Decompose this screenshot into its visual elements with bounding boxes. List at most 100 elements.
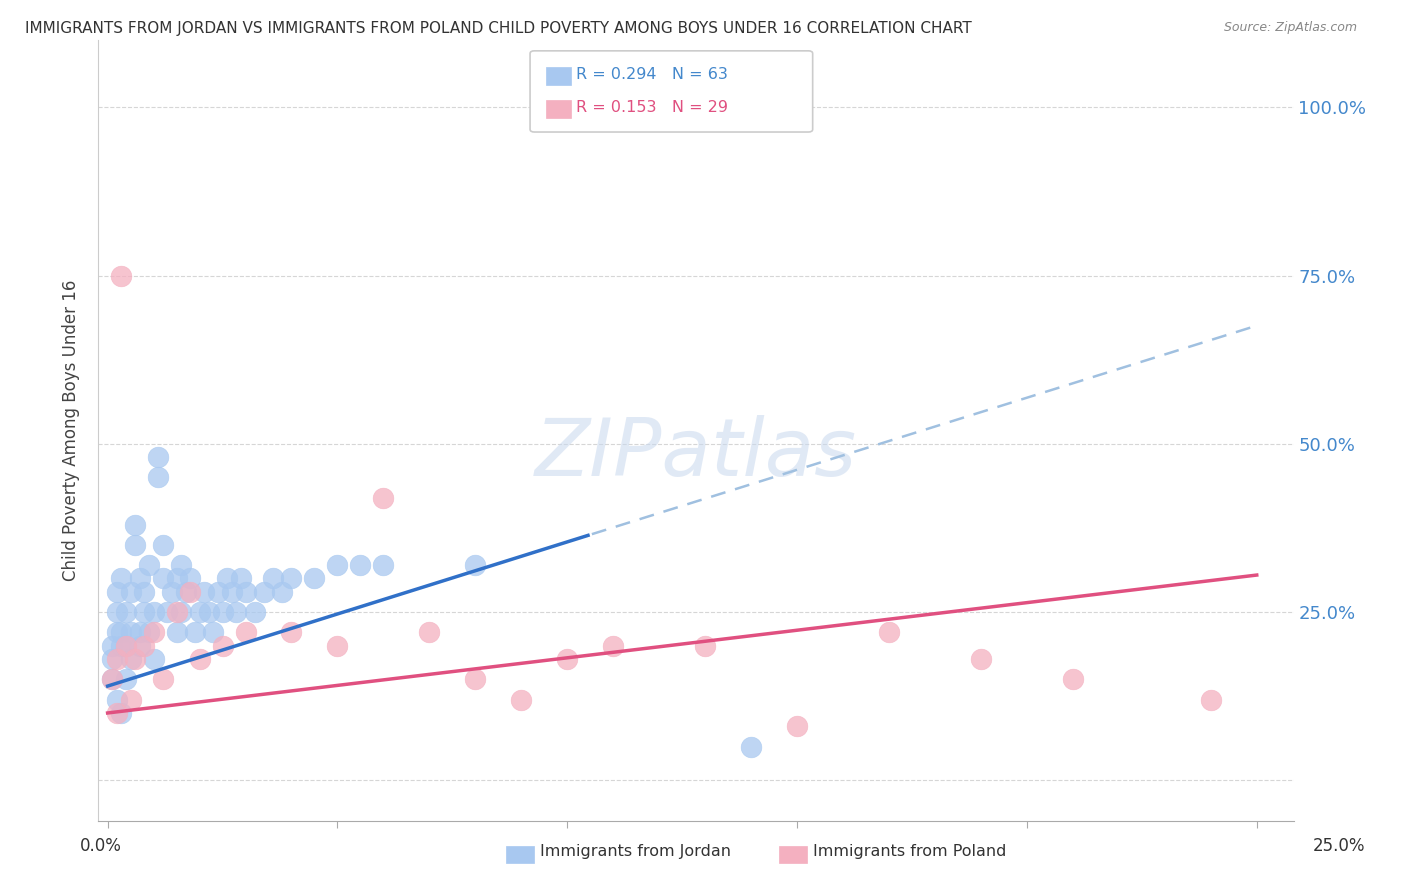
Point [110,571,132,585]
Point [110,706,132,720]
Point [253,585,276,599]
Point [179,585,201,599]
Point [124,652,146,666]
Point [120,625,142,640]
Point [271,585,294,599]
Point [695,639,717,653]
Point [101,673,124,687]
Text: R = 0.294   N = 63: R = 0.294 N = 63 [576,68,728,82]
Point [120,652,142,666]
Point [115,639,138,653]
Point [280,625,302,640]
Point [1199,692,1222,706]
Point [229,571,252,585]
Point [373,491,395,505]
Point [877,625,900,640]
Point [174,585,197,599]
Text: ZIPatlas: ZIPatlas [534,415,858,492]
Point [105,605,128,619]
Point [166,625,188,640]
Point [105,706,128,720]
Point [120,585,142,599]
Point [418,625,440,640]
Point [148,450,170,465]
Point [105,625,128,640]
Point [280,571,302,585]
Point [188,605,211,619]
Point [152,673,174,687]
Point [105,692,128,706]
Text: Immigrants from Poland: Immigrants from Poland [813,845,1007,859]
Text: IMMIGRANTS FROM JORDAN VS IMMIGRANTS FROM POLAND CHILD POVERTY AMONG BOYS UNDER : IMMIGRANTS FROM JORDAN VS IMMIGRANTS FRO… [25,21,972,37]
Point [142,625,165,640]
Point [1062,673,1084,687]
Point [142,605,165,619]
Point [786,719,808,733]
Point [211,639,233,653]
Text: R = 0.153   N = 29: R = 0.153 N = 29 [576,101,728,115]
Point [110,268,132,283]
Point [262,571,284,585]
Point [221,585,243,599]
Point [128,571,150,585]
Point [217,571,239,585]
Point [970,652,993,666]
Point [197,605,219,619]
Point [555,652,578,666]
Point [464,558,486,572]
Point [373,558,395,572]
Point [101,652,124,666]
Point [602,639,624,653]
Point [134,585,156,599]
Point [166,571,188,585]
Point [170,558,193,572]
Point [115,673,138,687]
Point [304,571,326,585]
Point [120,692,142,706]
Point [128,639,150,653]
Point [207,585,229,599]
Point [184,625,207,640]
Point [110,625,132,640]
Point [152,571,174,585]
Point [243,605,266,619]
Point [101,639,124,653]
Y-axis label: Child Poverty Among Boys Under 16: Child Poverty Among Boys Under 16 [62,280,80,581]
Point [160,585,183,599]
Point [142,652,165,666]
Point [740,739,762,754]
Point [115,639,138,653]
Point [166,605,188,619]
Point [115,605,138,619]
Point [110,639,132,653]
Point [211,605,233,619]
Point [124,517,146,532]
Point [326,639,349,653]
Point [138,558,160,572]
Point [193,585,215,599]
Point [179,571,201,585]
Point [138,625,160,640]
Point [105,585,128,599]
Point [202,625,225,640]
Point [148,470,170,484]
Point [235,625,257,640]
Point [326,558,349,572]
Point [134,639,156,653]
Point [105,652,128,666]
Text: 0.0%: 0.0% [80,837,122,855]
Point [134,605,156,619]
Point [128,625,150,640]
Point [225,605,247,619]
Point [156,605,179,619]
Point [235,585,257,599]
Text: Immigrants from Jordan: Immigrants from Jordan [540,845,731,859]
Text: 25.0%: 25.0% [1312,837,1365,855]
Point [188,652,211,666]
Point [349,558,371,572]
Point [101,673,124,687]
Point [124,538,146,552]
Point [510,692,533,706]
Point [170,605,193,619]
Text: Source: ZipAtlas.com: Source: ZipAtlas.com [1223,21,1357,35]
